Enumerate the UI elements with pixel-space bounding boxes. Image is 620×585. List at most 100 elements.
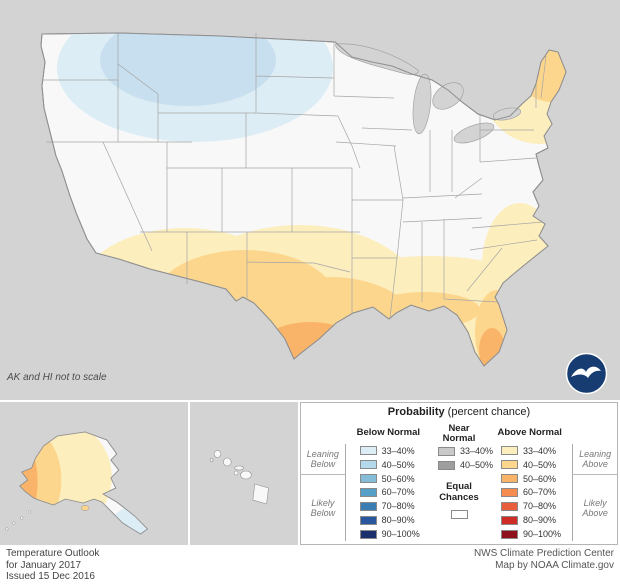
footer-title-block: Temperature Outlook for January 2017 Iss… [6,548,99,585]
legend-column-above-normal: Above Normal 33–40% 40–50% 50–60% 60–70%… [487,423,572,541]
equal-chances-label: Equal Chances [439,481,479,503]
noaa-logo-svg [565,352,608,395]
lake-ontario [492,107,522,121]
legend-row: 90–100% [346,527,431,541]
alaska-below-panhandle [110,505,148,534]
lake-erie [453,122,495,144]
leaning-below-label: Leaning Below [306,449,339,469]
legend-title-bold: Probability [387,406,445,418]
island-molokai [234,465,244,471]
hawaii-inset [190,402,300,545]
legend-swatch [359,460,377,470]
legend-swatch [501,529,518,539]
legend-panel: Probability (percent chance) Leaning Bel… [300,402,618,545]
lake-michigan [412,73,432,135]
footer-credit-line1: NWS Climate Prediction Center [473,548,614,559]
legend-swatch [501,501,518,511]
below-normal-header: Below Normal [356,427,420,439]
legend-row: 90–100% [487,527,572,541]
equal-chances-swatch [450,510,468,519]
legend-row-label: 90–100% [381,529,420,540]
legend-row: 70–80% [346,499,431,513]
legend-side-body: Leaning Above Likely Above [572,444,617,541]
legend-column-below-normal: Below Normal 33–40% 40–50% 50–60% 60–70%… [346,423,431,541]
legend-title: Probability (percent chance) [301,406,617,423]
island-kauai [213,450,222,458]
legend-swatch [501,474,518,484]
aleutian-island [28,510,32,514]
legend-row-label: 40–50% [381,459,415,470]
legend-row-label: 33–40% [381,445,415,456]
legend-row: 33–40% [487,444,572,458]
hawaii-inset-map [190,402,298,545]
kodiak-island [80,505,90,511]
legend-row: 40–50% [346,458,431,472]
legend-swatch [501,487,518,497]
legend-row: 80–90% [487,513,572,527]
legend-row: 70–80% [487,499,572,513]
legend-swatch [438,460,455,470]
legend-body: Leaning Below Likely Below Below Normal … [301,423,617,541]
legend-row: 40–50% [487,458,572,472]
legend-side-spacer [301,423,346,444]
noaa-seagull-icon [571,366,601,378]
above-normal-header: Above Normal [497,427,562,439]
aleutian-island [12,521,16,525]
footer-credit-line2: Map by NOAA Climate.gov [495,559,614,571]
legend-row-label: 60–70% [381,487,415,498]
lake-superior [335,43,419,75]
noaa-logo-icon [565,352,608,395]
hawaiian-islands [209,450,269,505]
aleutian-island [5,527,9,531]
legend-row-label: 90–100% [523,529,562,540]
legend-row: 33–40% [431,444,493,458]
likely-below-label: Likely Below [301,474,345,541]
island-lanai [233,470,239,476]
conus-map-area: AK and HI not to scale [0,0,620,400]
aleutian-island [20,516,24,520]
legend-swatch [501,515,518,525]
legend-swatch [359,515,377,525]
legend-side-above: Leaning Above Likely Above [572,423,617,541]
legend-row-label: 70–80% [381,501,415,512]
near-normal-header: Near Normal [442,422,476,444]
lake-huron [432,82,464,110]
legend-swatch [438,446,455,456]
conus-map [0,0,620,400]
legend-row-label: 70–80% [523,501,557,512]
insets-row: Probability (percent chance) Leaning Bel… [0,400,620,545]
island-niihau [209,458,214,462]
legend-row: 80–90% [346,513,431,527]
legend-row: 60–70% [487,485,572,499]
footer-title-line1: Temperature Outlook [6,548,100,559]
legend-swatch [359,474,377,484]
alaska-inset-map [0,402,188,545]
footer-credit-block: NWS Climate Prediction Center Map by NOA… [474,548,614,585]
legend-row: 40–50% [431,458,493,472]
legend-row-label: 80–90% [523,515,557,526]
legend-row: 33–40% [346,444,431,458]
likely-above-label: Likely Above [573,474,617,541]
legend-side-body: Leaning Below Likely Below [301,444,346,541]
legend-row-label: 40–50% [523,459,557,470]
legend-swatch [359,487,377,497]
legend-swatch [359,446,377,456]
legend-swatch [359,501,377,511]
legend-row-label: 80–90% [381,515,415,526]
footer: Temperature Outlook for January 2017 Iss… [0,545,620,585]
alaska-inset [0,402,190,545]
great-lakes [335,43,522,144]
legend-row: 50–60% [346,472,431,486]
legend-swatch [501,460,518,470]
legend-row: 50–60% [487,472,572,486]
legend-side-spacer [572,423,617,444]
legend-swatch [359,529,377,539]
footer-title-line2: for January 2017 [6,559,82,571]
legend-row-label: 40–50% [460,460,494,470]
conus-outline [40,32,567,367]
legend-column-near-normal: Near Normal 33–40% 40–50% Equal Chances [431,422,493,541]
legend-row-label: 33–40% [523,445,557,456]
legend-title-rest: (percent chance) [444,406,531,418]
legend-row-label: 60–70% [523,487,557,498]
